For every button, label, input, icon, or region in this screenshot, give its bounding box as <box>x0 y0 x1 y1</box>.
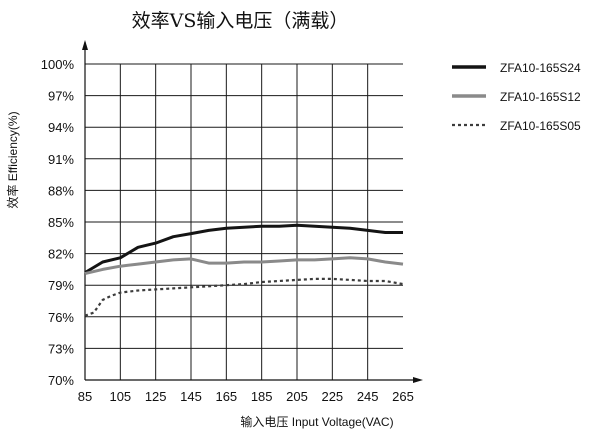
y-tick-label: 73% <box>48 341 74 356</box>
x-axis-label: 输入电压 Input Voltage(VAC) <box>240 414 393 429</box>
series-line-zfa10-165s12 <box>84 256 404 276</box>
x-axis-ticks: 85 105 125 145 165 185 205 225 245 265 <box>78 389 414 404</box>
legend-label: ZFA10-165S24 <box>500 61 581 75</box>
y-tick-label: 70% <box>48 373 74 388</box>
y-tick-label: 88% <box>48 183 74 198</box>
x-tick-label: 145 <box>180 389 202 404</box>
series-lines <box>84 223 404 317</box>
x-tick-label: 165 <box>215 389 237 404</box>
y-tick-label: 82% <box>48 247 74 262</box>
plot-axes <box>82 40 423 383</box>
x-tick-label: 85 <box>78 389 92 404</box>
x-tick-label: 245 <box>357 389 379 404</box>
y-axis-label: 效率 Efficiency(%) <box>5 111 20 208</box>
y-tick-label: 94% <box>48 120 74 135</box>
x-tick-label: 225 <box>321 389 343 404</box>
plot-grid <box>85 63 403 380</box>
x-tick-label: 185 <box>251 389 273 404</box>
x-tick-label: 125 <box>145 389 167 404</box>
legend-label: ZFA10-165S05 <box>500 119 581 133</box>
y-tick-label: 79% <box>48 278 74 293</box>
y-tick-label: 91% <box>48 152 74 167</box>
y-tick-label: 85% <box>48 215 74 230</box>
x-tick-label: 265 <box>392 389 414 404</box>
y-axis-arrow-icon <box>82 40 88 50</box>
y-tick-label: 100% <box>41 57 75 72</box>
y-tick-label: 97% <box>48 89 74 104</box>
y-axis-ticks: 70% 73% 76% 79% 82% 85% 88% 91% 94% 97% 100% <box>41 57 75 388</box>
series-line-zfa10-165s24 <box>84 223 403 274</box>
chart-title: 效率VS输入电压（满载） <box>132 10 349 32</box>
x-tick-label: 205 <box>286 389 308 404</box>
y-tick-label: 76% <box>48 310 74 325</box>
x-axis-arrow-icon <box>413 377 423 383</box>
x-tick-label: 105 <box>109 389 131 404</box>
legend-label: ZFA10-165S12 <box>500 90 581 104</box>
legend: ZFA10-165S24 ZFA10-165S12 ZFA10-165S05 <box>452 61 581 133</box>
series-line-zfa10-165s05 <box>84 277 404 317</box>
